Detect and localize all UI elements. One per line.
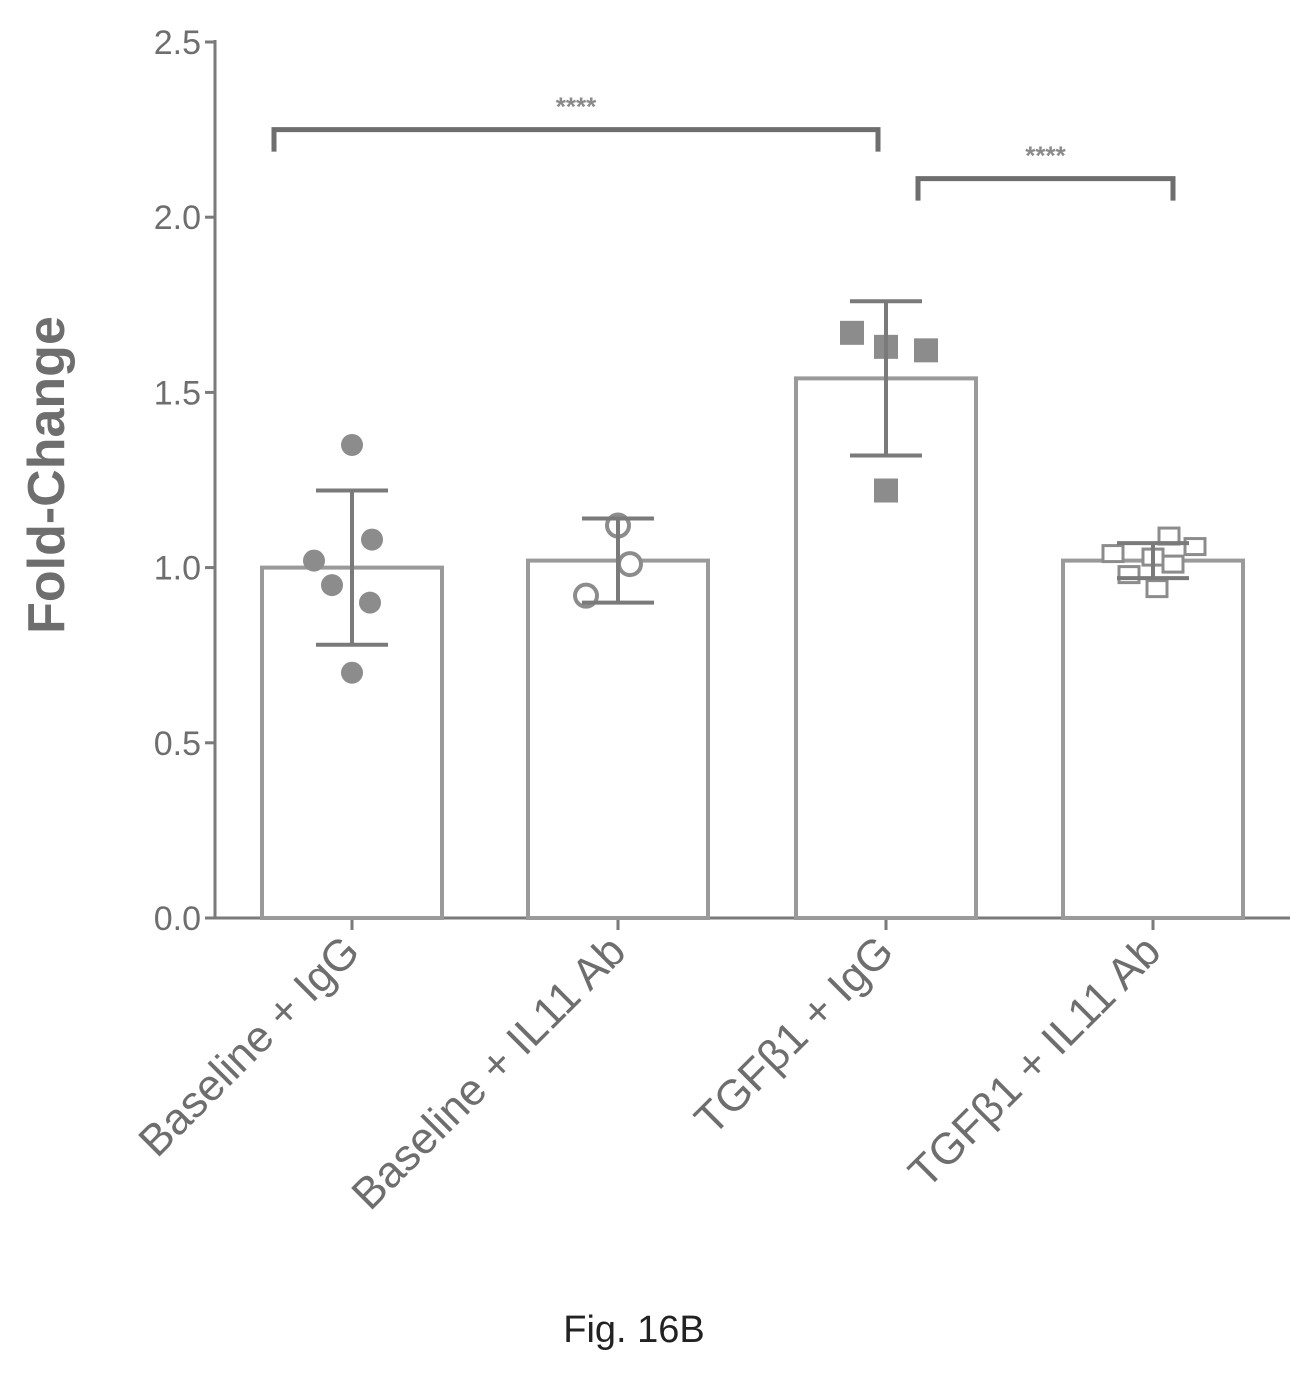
bars xyxy=(260,376,1245,921)
bar xyxy=(526,558,710,920)
x-tick-label: Baseline + IL11 Ab xyxy=(342,926,635,1219)
significance-label: **** xyxy=(1025,141,1066,171)
figure-caption: Fig. 16B xyxy=(563,1309,705,1351)
data-point xyxy=(1161,554,1185,574)
significance-label: **** xyxy=(556,92,597,122)
y-tick-label: 2.0 xyxy=(154,199,201,237)
data-point xyxy=(1101,544,1125,564)
significance-brackets: **** **** xyxy=(271,92,1176,201)
data-point xyxy=(303,549,325,572)
data-point xyxy=(361,528,383,551)
x-tick-label: Baseline + IgG xyxy=(129,926,369,1166)
data-point xyxy=(840,320,864,345)
data-point xyxy=(617,551,643,578)
data-point xyxy=(341,433,363,456)
x-tick-label: TGFβ1 + IL11 Ab xyxy=(899,926,1170,1197)
bar xyxy=(1061,558,1245,920)
significance-bracket xyxy=(915,176,1176,201)
y-tick-label: 1.5 xyxy=(154,374,201,412)
y-tick-label: 0.5 xyxy=(154,725,201,763)
data-point xyxy=(874,478,898,503)
y-axis-label: Fold-Change xyxy=(18,316,76,634)
error-bars xyxy=(316,299,1189,647)
x-tick-label: TGFβ1 + IgG xyxy=(685,926,903,1144)
y-tick-label: 0.0 xyxy=(154,900,201,938)
y-tick-label: 1.0 xyxy=(154,550,201,588)
significance-bracket xyxy=(271,127,881,152)
data-point xyxy=(1145,579,1169,599)
data-point xyxy=(321,574,343,597)
data-point xyxy=(1117,565,1141,585)
data-point xyxy=(1183,537,1207,557)
data-point xyxy=(359,591,381,614)
data-point xyxy=(914,338,938,363)
data-points xyxy=(303,320,1207,684)
y-tick-label: 2.5 xyxy=(154,24,201,62)
data-point xyxy=(341,661,363,684)
bar xyxy=(794,376,978,921)
